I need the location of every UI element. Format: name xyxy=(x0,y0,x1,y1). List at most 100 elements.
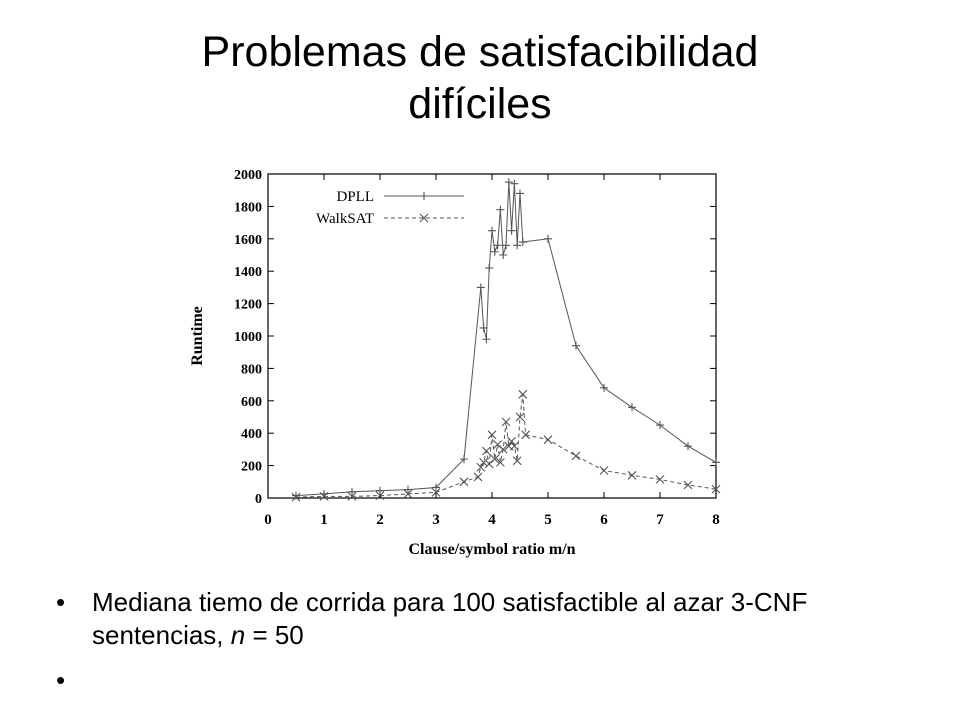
y-tick-label: 2000 xyxy=(234,168,262,183)
data-point xyxy=(507,436,516,446)
y-tick-label: 1800 xyxy=(234,200,262,215)
chart-ticks: 0 1 2 3 4 5 6 7 8 0 200 400 600 800 1000 1200 1400 1600 18… xyxy=(234,168,720,528)
data-point xyxy=(482,335,491,344)
data-point xyxy=(479,323,488,332)
x-tick-label: 6 xyxy=(600,512,608,528)
data-point xyxy=(459,477,469,487)
data-point xyxy=(516,189,524,198)
data-point xyxy=(684,442,692,451)
data-point xyxy=(292,491,300,500)
data-point xyxy=(493,241,502,250)
bullet-text-1b: = 50 xyxy=(245,620,304,650)
legend-marker-dpll xyxy=(420,192,428,200)
data-point xyxy=(496,205,505,214)
data-point xyxy=(319,491,329,501)
data-point xyxy=(571,451,581,461)
legend-marker-walksat xyxy=(419,213,429,223)
data-point xyxy=(512,456,522,466)
data-point xyxy=(572,341,580,350)
data-point xyxy=(404,485,412,494)
x-tick-label: 3 xyxy=(432,512,440,528)
y-tick-label: 400 xyxy=(241,427,262,442)
data-point xyxy=(476,283,485,292)
bullet-item-1: • Mediana tiemo de corrida para 100 sati… xyxy=(56,586,936,652)
slide-title-line-2: difíciles xyxy=(408,80,552,128)
data-point xyxy=(348,487,356,496)
data-point xyxy=(544,234,552,243)
series-line-dpll xyxy=(295,182,717,497)
data-point xyxy=(490,247,499,256)
x-tick-label: 7 xyxy=(656,512,664,528)
slide-title: Problemas de satisfacibilidad difíciles xyxy=(0,26,960,130)
series-line-walksat xyxy=(295,394,717,498)
data-point xyxy=(599,466,609,475)
legend-label-walksat: WalkSAT xyxy=(316,211,374,227)
data-point xyxy=(375,491,385,500)
data-point xyxy=(488,226,496,235)
slide-title-line-1: Problemas de satisfacibilidad xyxy=(201,28,759,76)
bullet-text-1a: Mediana tiemo de corrida para 100 satisf… xyxy=(92,587,808,650)
data-point xyxy=(507,226,516,235)
data-point xyxy=(543,435,553,445)
series-dpll xyxy=(292,178,720,500)
data-point xyxy=(510,179,519,188)
data-point xyxy=(711,484,721,494)
x-tick-label: 2 xyxy=(376,512,384,528)
x-tick-label: 4 xyxy=(488,512,496,528)
y-tick-label: 600 xyxy=(241,395,262,410)
data-point xyxy=(347,491,357,501)
data-point xyxy=(476,462,486,472)
data-point xyxy=(501,417,511,427)
y-tick-label: 1000 xyxy=(234,330,262,345)
runtime-chart: 0 1 2 3 4 5 6 7 8 0 200 400 600 800 1000 1200 1400 1600 18… xyxy=(189,168,721,558)
data-point xyxy=(513,241,522,250)
data-point xyxy=(432,483,440,492)
x-tick-label: 1 xyxy=(320,512,328,528)
legend-label-dpll: DPLL xyxy=(337,189,375,205)
y-tick-label: 0 xyxy=(255,492,262,507)
data-point xyxy=(403,489,413,499)
data-point xyxy=(656,421,664,430)
data-point xyxy=(515,412,525,422)
data-point xyxy=(683,480,693,490)
data-point xyxy=(482,446,491,456)
y-tick-label: 1200 xyxy=(234,298,262,313)
data-point xyxy=(521,430,530,440)
data-point xyxy=(600,383,608,392)
bullet-dot: • xyxy=(56,665,66,695)
data-point xyxy=(460,455,468,464)
chart-series xyxy=(291,178,721,502)
data-point xyxy=(376,486,384,495)
data-point xyxy=(498,445,508,454)
x-tick-label: 0 xyxy=(264,512,272,528)
data-point xyxy=(431,487,441,497)
y-tick-label: 1400 xyxy=(234,265,262,280)
data-point xyxy=(518,389,528,399)
data-point xyxy=(628,403,636,412)
x-tick-label: 8 xyxy=(712,512,720,528)
data-point xyxy=(627,470,637,480)
data-point xyxy=(490,454,500,464)
bullet-dot: • xyxy=(56,587,66,617)
y-tick-label: 800 xyxy=(241,362,262,377)
y-tick-label: 200 xyxy=(241,460,262,475)
chart-legend: DPLL WalkSAT xyxy=(316,189,464,227)
data-point xyxy=(712,458,720,467)
data-point xyxy=(487,430,497,440)
data-point xyxy=(499,251,508,259)
data-point xyxy=(655,474,665,484)
x-tick-label: 5 xyxy=(544,512,552,528)
y-axis-label: Runtime xyxy=(189,306,206,366)
x-axis-label: Clause/symbol ratio m/n xyxy=(408,541,575,558)
series-walksat xyxy=(291,389,721,502)
bullet-text-var: n xyxy=(230,620,246,650)
data-point xyxy=(291,492,301,502)
bullet-item-2: • xyxy=(56,664,936,697)
data-point xyxy=(496,457,505,467)
data-point xyxy=(485,263,494,272)
data-point xyxy=(479,457,488,467)
y-tick-label: 1600 xyxy=(234,233,262,248)
bullet-list: • Mediana tiemo de corrida para 100 sati… xyxy=(56,586,936,709)
data-point xyxy=(510,441,519,451)
data-point xyxy=(502,241,510,250)
